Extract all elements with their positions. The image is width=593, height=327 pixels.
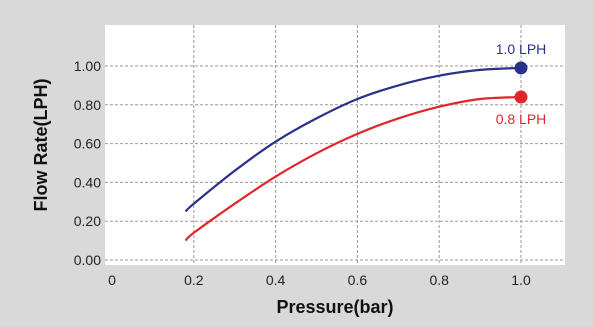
series-layer: 1.0 LPH 0.8 LPH (184, 41, 547, 242)
x-tick-label: 0.4 (266, 272, 286, 288)
y-tick-label: 0.00 (74, 252, 101, 268)
y-axis-title: Flow Rate(LPH) (31, 78, 51, 211)
tick-layer: 0.00 0.20 0.40 0.60 0.80 1.00 0 0.2 0.4 0.6 0.8 1.0 (74, 58, 531, 288)
x-tick-label: 0.2 (184, 272, 204, 288)
y-tick-label: 0.80 (74, 97, 101, 113)
series-endpoint-2 (514, 90, 528, 104)
x-tick-label: 0.6 (348, 272, 368, 288)
x-tick-label: 0.8 (429, 272, 449, 288)
x-tick-label: 1.0 (511, 272, 531, 288)
series-line-1 (184, 66, 522, 213)
series-label-1: 1.0 LPH (496, 41, 547, 57)
y-tick-label: 0.20 (74, 213, 101, 229)
series-endpoint-1 (514, 61, 528, 75)
series-label-2: 0.8 LPH (496, 111, 547, 127)
y-tick-label: 0.60 (74, 136, 101, 152)
y-tick-label: 0.40 (74, 174, 101, 190)
series-line-2 (184, 95, 522, 242)
x-tick-label: 0 (108, 272, 116, 288)
x-axis-title: Pressure(bar) (276, 297, 393, 317)
y-tick-label: 1.00 (74, 58, 101, 74)
